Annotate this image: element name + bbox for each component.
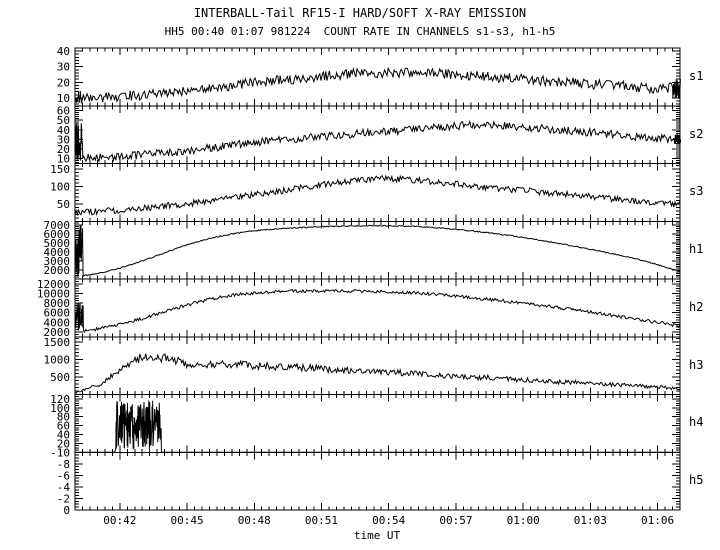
trace-s2: [74, 119, 682, 163]
y-tick-label: 60: [57, 420, 70, 433]
y-tick-label: -2: [57, 492, 70, 505]
y-tick-label: 50: [57, 198, 70, 211]
channel-label-h5: h5: [689, 473, 704, 487]
y-tick-label: 100: [50, 180, 70, 193]
x-tick-label: 01:00: [507, 514, 540, 527]
trace-s3: [74, 174, 681, 217]
chart-title: INTERBALL-Tail RF15-I HARD/SOFT X-RAY EM…: [193, 6, 527, 20]
y-tick-label: 40: [57, 45, 70, 58]
channel-label-s1: s1: [689, 69, 704, 83]
y-tick-label: -8: [57, 458, 70, 471]
y-tick-label: 50: [57, 114, 70, 127]
y-tick-label: 4000: [44, 246, 71, 259]
y-tick-label: 30: [57, 133, 70, 146]
panel-h5: 0-2-4-6-8-10: [50, 446, 681, 517]
y-tick-label: 100: [50, 402, 70, 415]
y-tick-label: 8000: [44, 297, 71, 310]
x-tick-label: 00:48: [238, 514, 271, 527]
y-tick-label: 40: [57, 428, 70, 441]
y-tick-label: 80: [57, 411, 70, 424]
y-tick-label: 4000: [44, 316, 71, 329]
trace-s1: [74, 66, 681, 104]
y-tick-label: 12000: [37, 278, 70, 291]
x-tick-label: 00:42: [103, 514, 136, 527]
channel-label-h4: h4: [689, 415, 704, 429]
x-tick-label: 00:51: [305, 514, 338, 527]
channel-label-s2: s2: [689, 127, 704, 141]
panel-s1: 10 20 30 40: [57, 45, 681, 107]
y-tick-label: 6000: [44, 307, 71, 320]
y-tick-label: 150: [50, 163, 70, 176]
y-tick-label: 1500: [44, 336, 71, 349]
y-tick-label: -4: [57, 481, 71, 494]
x-tick-label: 01:06: [641, 514, 674, 527]
y-tick-label: 0: [63, 504, 70, 517]
channel-label-h3: h3: [689, 358, 704, 372]
y-tick-label: 7000: [44, 219, 71, 232]
trace-h4: [75, 400, 680, 453]
y-tick-label: 120: [50, 393, 70, 406]
x-tick-label: 00:45: [170, 514, 203, 527]
y-tick-label: 2000: [44, 326, 71, 339]
y-tick-label: 10: [57, 92, 70, 105]
panel-h3: 500 1000 1500: [44, 336, 681, 395]
y-tick-label: -10: [50, 446, 70, 459]
x-tick-label: 01:03: [574, 514, 607, 527]
y-tick-label: 20: [57, 143, 70, 156]
x-axis-label: time UT: [353, 529, 401, 542]
panel-s3: 50 100 150: [50, 163, 681, 222]
y-tick-label: 1000: [44, 354, 71, 367]
channel-label-h1: h1: [689, 242, 704, 256]
channel-label-h2: h2: [689, 300, 704, 314]
trace-h2: [74, 288, 681, 334]
trace-h1: [74, 224, 681, 277]
y-tick-label: 40: [57, 124, 70, 137]
y-tick-label: 30: [57, 61, 70, 74]
channel-label-s3: s3: [689, 184, 704, 198]
y-tick-label: 20: [57, 437, 70, 450]
y-tick-label: -6: [57, 469, 70, 482]
y-tick-label: 2000: [44, 264, 71, 277]
y-tick-label: 10000: [37, 287, 70, 300]
chart-subtitle: HH5 00:40 01:07 981224 COUNT RATE IN CHA…: [164, 25, 556, 38]
y-tick-label: 5000: [44, 237, 71, 250]
y-tick-label: 10: [57, 153, 70, 166]
y-tick-label: 6000: [44, 228, 71, 241]
x-tick-label: 00:54: [372, 514, 405, 527]
y-tick-label: 500: [50, 371, 70, 384]
trace-h3: [74, 353, 681, 394]
y-tick-label: 3000: [44, 255, 71, 268]
y-tick-label: 20: [57, 76, 70, 89]
x-tick-label: 00:57: [439, 514, 472, 527]
y-tick-label: 60: [57, 105, 70, 118]
